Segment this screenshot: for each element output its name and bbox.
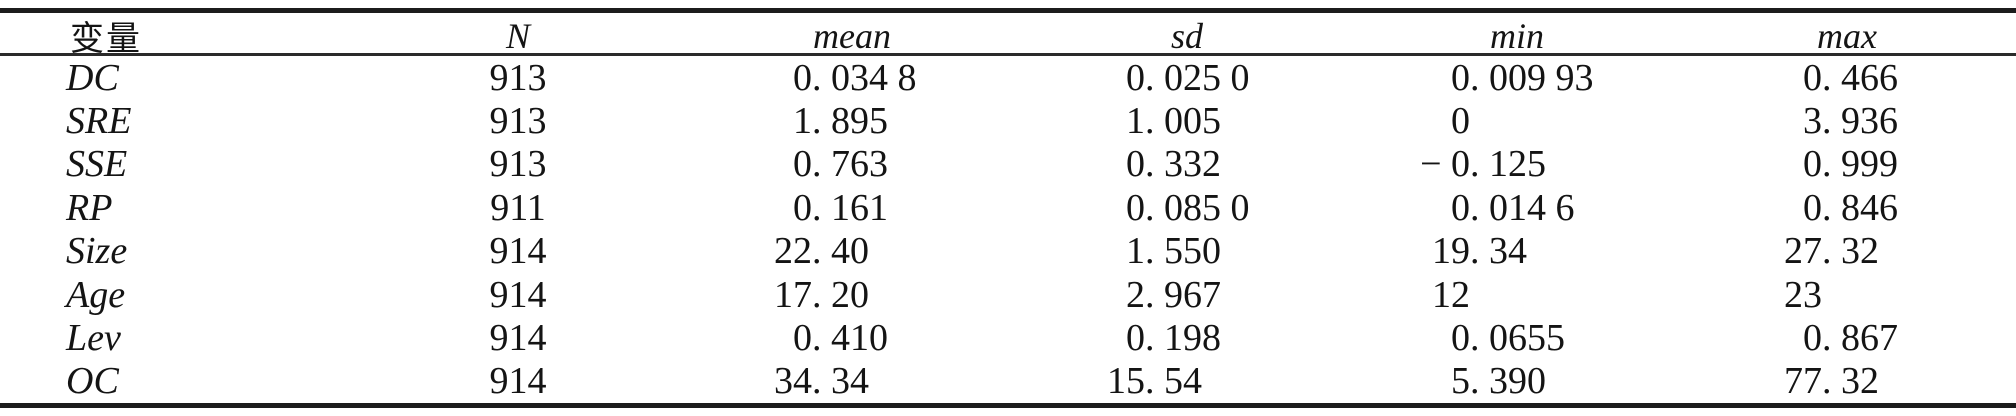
col-header-min: min (1490, 15, 1544, 56)
mean-cell: 22. 40 (774, 230, 869, 273)
min-cell: 0. 0655 (1451, 317, 1565, 360)
max-cell: 0. 846 (1803, 186, 1898, 229)
table-row: SRE 913 1. 895 1. 005 0 3. 936 (0, 99, 2016, 142)
sd-cell: 0. 025 0 (1126, 56, 1250, 99)
col-header-n: N (505, 15, 530, 56)
variable-cell: RP (66, 186, 113, 229)
max-cell: 0. 466 (1803, 56, 1898, 99)
table-row: Lev 914 0. 410 0. 198 0. 0655 0. 867 (0, 316, 2016, 359)
sd-cell: 0. 085 0 (1126, 186, 1250, 229)
mean-cell: 0. 161 (793, 186, 888, 229)
mean-cell: 0. 410 (793, 317, 888, 360)
min-cell: 5. 390 (1451, 360, 1546, 403)
min-cell: − 0. 125 (1420, 143, 1546, 186)
col-header-variable: 变量 (70, 21, 142, 58)
max-cell: 3. 936 (1803, 100, 1898, 143)
min-cell: 12 (1432, 273, 1470, 316)
table-header-rule (0, 53, 2016, 56)
max-cell: 23 (1784, 273, 1822, 316)
n-cell: 914 (489, 360, 547, 403)
variable-cell: SRE (66, 100, 132, 143)
table-row: DC 913 0. 034 8 0. 025 0 0. 009 93 0. 46… (0, 56, 2016, 99)
table-bottom-rule (0, 403, 2016, 408)
max-cell: 0. 867 (1803, 317, 1898, 360)
sd-cell: 1. 550 (1126, 230, 1221, 273)
mean-cell: 0. 034 8 (793, 56, 917, 99)
n-cell: 911 (490, 186, 546, 229)
col-header-sd: sd (1170, 15, 1203, 56)
table-header-row: 变量 N mean sd min max (0, 11, 2016, 59)
mean-cell: 17. 20 (774, 273, 869, 316)
sd-cell: 0. 198 (1126, 317, 1221, 360)
sd-cell: 0. 332 (1126, 143, 1221, 186)
min-cell: 0. 009 93 (1451, 56, 1594, 99)
n-cell: 914 (489, 317, 547, 360)
variable-cell: Size (66, 230, 128, 273)
variable-cell: OC (66, 360, 119, 403)
max-cell: 0. 999 (1803, 143, 1898, 186)
max-cell: 27. 32 (1784, 230, 1879, 273)
min-cell: 0 (1451, 100, 1470, 143)
col-header-max: max (1817, 15, 1877, 56)
mean-cell: 1. 895 (793, 100, 888, 143)
table-row: Age 914 17. 20 2. 967 12 23 (0, 273, 2016, 316)
sd-cell: 2. 967 (1126, 273, 1221, 316)
min-cell: 0. 014 6 (1451, 186, 1575, 229)
n-cell: 914 (489, 230, 547, 273)
mean-cell: 0. 763 (793, 143, 888, 186)
table-top-rule (0, 8, 2016, 13)
table-body: DC 913 0. 034 8 0. 025 0 0. 009 93 0. 46… (0, 56, 2016, 403)
table-row: OC 914 34. 34 15. 54 5. 390 77. 32 (0, 360, 2016, 403)
n-cell: 913 (489, 143, 547, 186)
variable-cell: Lev (66, 317, 121, 360)
sd-cell: 15. 54 (1107, 360, 1202, 403)
n-cell: 913 (489, 56, 547, 99)
table-row: RP 911 0. 161 0. 085 0 0. 014 6 0. 846 (0, 186, 2016, 229)
variable-cell: SSE (66, 143, 128, 186)
variable-cell: DC (66, 56, 119, 99)
mean-cell: 34. 34 (774, 360, 869, 403)
n-cell: 913 (489, 100, 547, 143)
n-cell: 914 (489, 273, 547, 316)
sd-cell: 1. 005 (1126, 100, 1221, 143)
col-header-mean: mean (813, 15, 891, 56)
max-cell: 77. 32 (1784, 360, 1879, 403)
table-row: SSE 913 0. 763 0. 332 − 0. 125 0. 999 (0, 143, 2016, 186)
table-row: Size 914 22. 40 1. 550 19. 34 27. 32 (0, 230, 2016, 273)
min-cell: 19. 34 (1432, 230, 1527, 273)
variable-cell: Age (66, 273, 126, 316)
